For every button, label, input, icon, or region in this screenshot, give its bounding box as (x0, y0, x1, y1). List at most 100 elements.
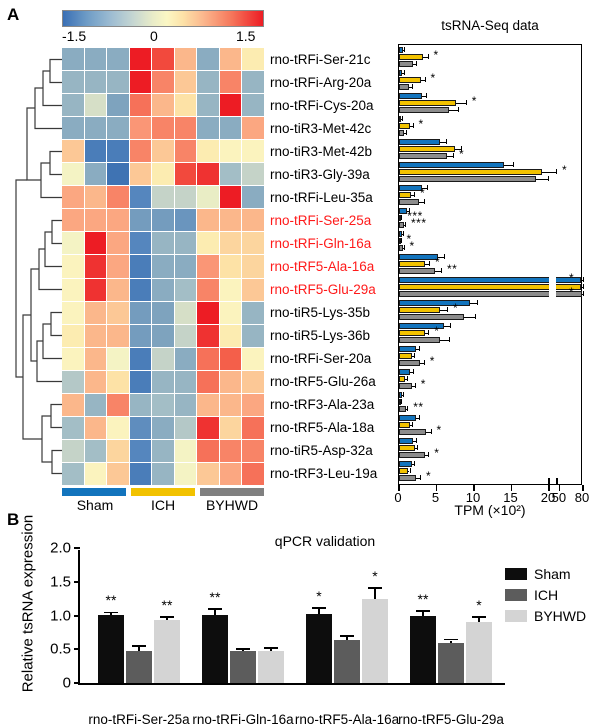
colorbar-max-label: 1.5 (236, 28, 256, 44)
tsrna-seq-row-group: * (399, 345, 581, 368)
heatmap-cell (219, 370, 242, 393)
heatmap-cell (152, 71, 174, 94)
heatmap-cell (152, 278, 174, 301)
heatmap-cell (62, 94, 84, 117)
tsrna-seq-error-bar (439, 309, 447, 311)
y-axis-tick (74, 580, 80, 583)
significance-marker: ** (413, 399, 424, 414)
heatmap-cell (129, 71, 152, 94)
heatmap-cell (174, 255, 197, 278)
heatmap-cell (242, 163, 264, 186)
tsrna-seq-error-cap (402, 392, 404, 398)
heatmap-cell (129, 347, 152, 370)
tsrna-seq-error-cap (416, 61, 418, 67)
heatmap-cell (242, 186, 264, 209)
heatmap-cell (129, 416, 152, 439)
qpcr-bar-fill (202, 614, 228, 683)
heatmap-cell (62, 255, 84, 278)
tsrna-seq-error-bar (410, 125, 413, 127)
tsrna-seq-error-cap (556, 169, 557, 175)
tsrna-seq-error-bar (411, 463, 414, 465)
heatmap-cell (107, 416, 129, 439)
heatmap-cell (242, 232, 264, 255)
tsrna-seq-bar-byhwd (399, 199, 420, 205)
heatmap-cell (129, 117, 152, 140)
qpcr-bar (438, 643, 464, 683)
heatmap-cell (197, 278, 219, 301)
tsrna-seq-row-group: ** (399, 391, 581, 414)
tsrna-seq-error-cap (418, 346, 420, 352)
heatmap-row-label: rno-tiR5-Asp-32a (270, 443, 373, 458)
tsrna-seq-error-bar (440, 141, 446, 143)
tsrna-seq-error-bar (402, 394, 403, 396)
tsrna-seq-error-cap (408, 208, 410, 214)
heatmap-cell (242, 462, 264, 485)
tsrna-seq-bar-ich (399, 146, 455, 152)
tsrna-seq-error-bar (581, 293, 583, 295)
tsrna-seq-bar-sham (399, 116, 402, 122)
heatmap-cell (152, 209, 174, 232)
colorbar-ticks: -1.5 0 1.5 (62, 27, 264, 47)
tsrna-seq-error-bar (412, 63, 417, 65)
group-label-ich: ICH (150, 497, 176, 513)
tsrna-seq-error-cap (428, 330, 430, 336)
colorbar-mid-label: 0 (150, 28, 158, 44)
qpcr-bar-fill (154, 619, 180, 683)
tsrna-seq-error-cap (414, 383, 416, 389)
tsrna-seq-row-group: * (399, 46, 581, 69)
significance-marker: * (433, 47, 439, 62)
tsrna-seq-bar-ich (399, 77, 421, 83)
heatmap-cell (242, 48, 264, 71)
y-axis-tick-label: 1.5 (50, 573, 71, 591)
qpcr-error-cap (160, 616, 174, 619)
heatmap-cell (197, 462, 219, 485)
qpcr-error-cap (264, 646, 278, 649)
qpcr-chart-title: qPCR validation (274, 533, 376, 549)
tsrna-seq-chart-title: tsRNA-Seq data (441, 18, 539, 33)
tsrna-seq-error-bar (469, 302, 477, 304)
heatmap-cell (84, 370, 107, 393)
tsrna-seq-bar-byhwd (399, 153, 447, 159)
heatmap-cell (129, 140, 152, 163)
tsrna-seq-error-cap (416, 438, 418, 444)
x-axis-tick-label: 15 (503, 490, 518, 505)
significance-marker: *** (407, 208, 423, 223)
heatmap-cell (107, 163, 129, 186)
heatmap-row-label: rno-tRFi-Ser-21c (270, 52, 371, 67)
group-label-byhwd: BYHWD (205, 497, 259, 513)
heatmap-cell (84, 71, 107, 94)
heatmap-cell (129, 186, 152, 209)
heatmap-cell (219, 71, 242, 94)
heatmap-cell (152, 462, 174, 485)
tsrna-seq-bar-ich (399, 100, 456, 106)
heatmap-cell (242, 209, 264, 232)
tsrna-seq-bar-ich (399, 376, 405, 382)
heatmap-row-label: rno-tRFi-Gln-16a (270, 236, 372, 251)
tsrna-seq-bar-sham (399, 47, 403, 53)
legend-swatch (505, 609, 527, 622)
tsrna-seq-bar-byhwd (399, 383, 412, 389)
qpcr-error-bar (270, 648, 272, 651)
tsrna-seq-row-group: * (399, 184, 581, 207)
y-axis-tick (74, 648, 80, 651)
tsrna-seq-bar-ich (399, 123, 411, 129)
axis-break-mark (548, 478, 550, 485)
heatmap-cell (197, 347, 219, 370)
heatmap-cell (174, 370, 197, 393)
heatmap-cell (129, 324, 152, 347)
heatmap-cell (152, 48, 174, 71)
significance-marker: * (453, 300, 459, 315)
significance-marker: ** (105, 592, 117, 609)
y-axis-tick-label: 1.0 (50, 607, 71, 624)
tsrna-seq-error-cap (444, 254, 445, 260)
tsrna-seq-error-bar (422, 187, 427, 189)
tsrna-seq-bar-sham (399, 346, 416, 352)
tsrna-seq-error-bar (403, 224, 405, 226)
qpcr-bar-fill (334, 639, 360, 683)
heatmap-cell (197, 94, 219, 117)
axis-break-mask (549, 290, 556, 298)
heatmap-cell (62, 416, 84, 439)
heatmap-cell (129, 232, 152, 255)
heatmap-cell (174, 278, 197, 301)
tsrna-seq-error-cap (474, 314, 476, 320)
